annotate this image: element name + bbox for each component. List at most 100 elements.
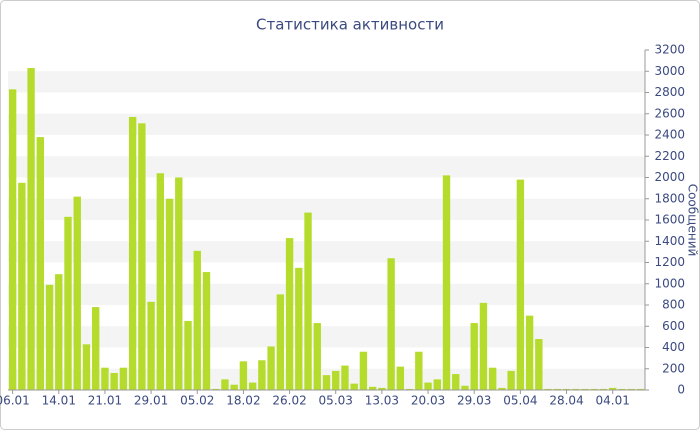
y-tick-label: 3200 bbox=[654, 43, 685, 57]
bar bbox=[285, 238, 294, 390]
x-tick-label: 06.01 bbox=[0, 394, 30, 408]
bar bbox=[599, 388, 608, 390]
x-tick-label: 14.01 bbox=[42, 394, 76, 408]
bar bbox=[544, 388, 552, 390]
bar bbox=[590, 388, 598, 390]
bar bbox=[452, 374, 460, 390]
y-tick-label: 0 bbox=[677, 383, 685, 397]
bar bbox=[267, 346, 275, 390]
bar bbox=[239, 361, 248, 390]
bar bbox=[332, 370, 340, 390]
bar bbox=[572, 388, 580, 390]
x-tick-label: 29.03 bbox=[457, 394, 491, 408]
bar bbox=[350, 383, 358, 390]
bar bbox=[507, 370, 515, 390]
bar bbox=[535, 339, 543, 390]
bar bbox=[138, 123, 146, 390]
y-tick-label: 1800 bbox=[654, 191, 685, 205]
y-axis-label: Сообщений bbox=[686, 184, 700, 257]
bar bbox=[248, 382, 257, 390]
bar bbox=[304, 212, 312, 390]
bar bbox=[8, 89, 17, 390]
x-tick-label: 21.01 bbox=[88, 394, 122, 408]
bar bbox=[368, 386, 377, 390]
y-tick-label: 3000 bbox=[654, 64, 685, 78]
bar bbox=[175, 177, 183, 390]
bar bbox=[479, 302, 488, 390]
bar bbox=[461, 385, 469, 390]
bar bbox=[636, 388, 645, 390]
y-tick-label: 200 bbox=[662, 361, 685, 375]
y-tick-label: 1400 bbox=[654, 234, 685, 248]
grid-band bbox=[8, 71, 645, 93]
bar bbox=[608, 387, 617, 390]
bar bbox=[295, 267, 303, 390]
bar bbox=[110, 373, 118, 390]
y-tick-label: 1200 bbox=[654, 255, 685, 269]
bar bbox=[378, 387, 386, 390]
y-tick-label: 800 bbox=[662, 298, 685, 312]
y-tick-label: 2200 bbox=[654, 149, 685, 163]
bar bbox=[359, 351, 368, 390]
bar bbox=[55, 274, 63, 390]
bar bbox=[442, 175, 451, 390]
x-tick-label: 26.02 bbox=[272, 394, 306, 408]
bar bbox=[562, 388, 571, 390]
bar bbox=[73, 196, 81, 390]
y-tick-label: 600 bbox=[662, 319, 685, 333]
y-tick-label: 2800 bbox=[654, 85, 685, 99]
bar bbox=[82, 344, 91, 390]
x-tick-label: 20.03 bbox=[411, 394, 445, 408]
bar bbox=[322, 375, 331, 390]
bar bbox=[221, 379, 229, 390]
x-tick-label: 13.03 bbox=[365, 394, 399, 408]
y-tick-label: 2400 bbox=[654, 128, 685, 142]
x-tick-label: 04.01 bbox=[596, 394, 630, 408]
bar bbox=[581, 388, 589, 390]
bar bbox=[516, 179, 525, 390]
grid-band bbox=[8, 283, 645, 305]
bar bbox=[415, 351, 423, 390]
x-tick-label: 05.04 bbox=[503, 394, 537, 408]
y-tick-label: 2000 bbox=[654, 170, 685, 184]
bar bbox=[165, 198, 174, 390]
bar bbox=[92, 307, 100, 390]
bar bbox=[202, 272, 211, 390]
bar bbox=[525, 315, 534, 390]
x-tick-label: 18.02 bbox=[226, 394, 260, 408]
bar bbox=[424, 382, 432, 390]
bar bbox=[488, 367, 497, 390]
bar bbox=[258, 360, 266, 390]
bar bbox=[405, 388, 414, 390]
y-tick-label: 1000 bbox=[654, 276, 685, 290]
grid-band bbox=[8, 113, 645, 135]
bar bbox=[553, 388, 561, 390]
x-tick-label: 29.01 bbox=[134, 394, 168, 408]
bar bbox=[212, 388, 220, 390]
bar bbox=[156, 173, 165, 390]
bar bbox=[396, 366, 405, 390]
chart-title: Статистика активности bbox=[256, 16, 444, 34]
y-tick-label: 2600 bbox=[654, 106, 685, 120]
bar bbox=[341, 365, 349, 390]
y-tick-label: 1600 bbox=[654, 213, 685, 227]
bar bbox=[64, 216, 72, 390]
bar bbox=[498, 387, 506, 390]
bar bbox=[101, 367, 109, 390]
bar bbox=[433, 379, 441, 390]
grid-band bbox=[8, 156, 645, 178]
bar bbox=[184, 320, 192, 390]
y-tick-label: 400 bbox=[662, 340, 685, 354]
bar bbox=[193, 250, 201, 390]
x-tick-label: 28.04 bbox=[549, 394, 583, 408]
bar bbox=[18, 182, 26, 390]
bar bbox=[618, 388, 626, 390]
bar bbox=[470, 323, 478, 390]
bar bbox=[119, 367, 128, 390]
grid-band bbox=[8, 241, 645, 263]
bar bbox=[230, 384, 238, 390]
bar bbox=[313, 323, 321, 390]
bar bbox=[387, 258, 395, 390]
bar bbox=[45, 284, 54, 390]
